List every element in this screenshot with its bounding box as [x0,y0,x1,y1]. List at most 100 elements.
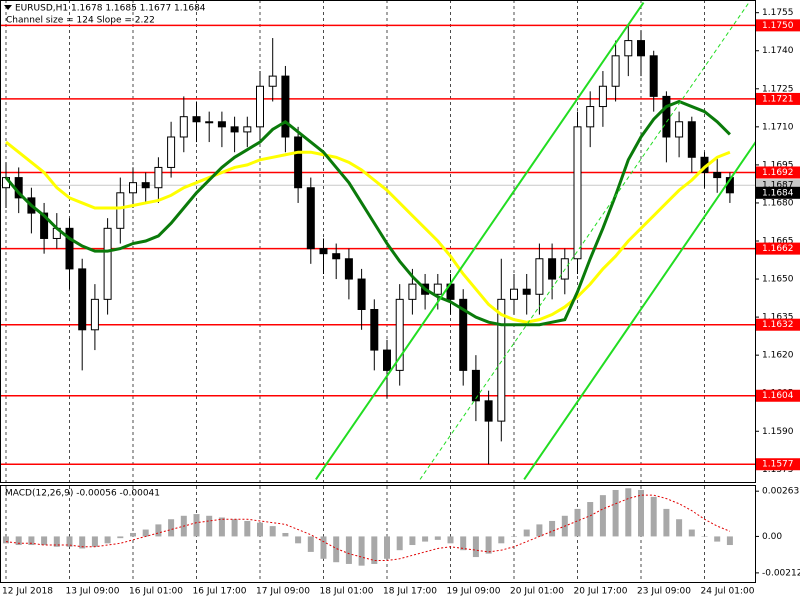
macd-bar [472,536,479,558]
macd-title: MACD(12,26,9) -0.00056 -0.00041 [5,489,160,499]
chart-title: EURUSD,H1 1.1678 1.1685 1.1677 1.1684 [15,4,206,14]
macd-bar [3,536,9,544]
channel-line [523,141,755,481]
macd-bar [638,489,644,537]
candle-body [294,136,303,189]
y-tick-label: 1.1590 [762,427,794,437]
macd-bar [130,532,136,537]
macd-bar [574,508,581,537]
candle-body [395,298,404,371]
level-label: 1.1604 [762,391,794,401]
x-tick-label: 18 Jul 01:00 [320,587,374,597]
candle-body [675,121,684,138]
macd-bar [384,536,390,559]
y-tick-label: 1.1725 [762,84,794,94]
level-label: 1.1632 [762,320,794,330]
macd-panel-frame [0,485,756,583]
level-label: 1.1577 [762,460,794,470]
macd-bar [523,529,530,537]
level-label-box [756,166,800,179]
level-label: 1.1662 [762,244,794,254]
x-tick-label: 24 Jul 01:00 [701,587,755,597]
macd-bar [142,529,149,537]
candle-body [90,298,99,331]
collapse-icon [4,5,12,10]
macd-bar [676,519,683,537]
candle-body [370,308,379,351]
level-label-box [756,19,800,32]
candle-body [357,278,366,310]
candle-body [471,369,480,402]
candle-body [383,349,391,371]
macd-bar [371,536,378,564]
x-tick-label: 16 Jul 17:00 [193,587,247,597]
macd-bar [91,536,98,547]
macd-bar [485,536,492,554]
level-label-box [756,92,800,105]
candle-body [573,126,582,260]
macd-bar [498,536,505,544]
macd-bar [460,536,467,551]
macd-bar [295,536,302,544]
macd-bar [206,515,213,537]
x-tick-label: 18 Jul 17:00 [383,587,437,597]
macd-bar [193,514,200,537]
candle-body [154,166,163,189]
macd-bar [320,536,327,559]
x-tick-label: 16 Jul 01:00 [129,587,183,597]
level-label: 1.1692 [762,168,794,178]
macd-bar [714,536,721,542]
candle-body [687,121,696,158]
candle-body [713,172,722,179]
macd-bar [66,536,73,547]
y-tick-label: 1.1620 [762,351,794,361]
candle-body [332,253,341,260]
candle-body [649,55,658,97]
candle-body [611,55,620,87]
level-label-box [756,389,800,402]
x-tick-label: 20 Jul 17:00 [574,587,628,597]
candle-body [497,298,506,422]
y-tick-label: 1.1740 [762,46,794,56]
candle-body [65,227,74,270]
candle-body [548,258,557,280]
candle-body [179,116,188,138]
candle-body [535,258,544,295]
candle-body [408,283,417,300]
macd-bar [28,536,35,546]
macd-bar [650,496,657,537]
candle-body [662,95,671,138]
y-tick-label: 0.00 [762,532,782,542]
macd-bar [511,536,517,537]
macd-bar [663,508,670,537]
candle-body [167,136,176,168]
candle-body [217,121,226,128]
macd-bar [218,517,225,537]
macd-bar [422,536,429,542]
moving-average [5,140,731,324]
y-tick-label: 1.1680 [762,198,794,208]
macd-bar [79,536,86,549]
candle-body [484,400,493,422]
macd-bar [536,524,543,537]
macd-bar [701,536,708,537]
chart-subtitle: Channel size = 124 Slope = 2.22 [6,16,155,26]
macd-bar [333,536,340,563]
x-tick-label: 23 Jul 09:00 [637,587,691,597]
candle-body [306,187,315,250]
macd-bar [345,536,352,564]
macd-bar [587,502,594,537]
x-tick-label: 12 Jul 2018 [2,587,53,597]
candle-body [129,182,137,194]
channel-line [419,2,750,480]
macd-bar [41,536,48,546]
y-tick-label: 1.1755 [762,8,794,18]
macd-bar [282,532,289,537]
macd-bar [625,488,632,537]
last-price-box [756,186,800,199]
macd-bar [168,519,175,537]
x-tick-label: 19 Jul 09:00 [447,587,501,597]
candle-body [243,126,252,133]
level-label: 1.1750 [762,21,794,31]
